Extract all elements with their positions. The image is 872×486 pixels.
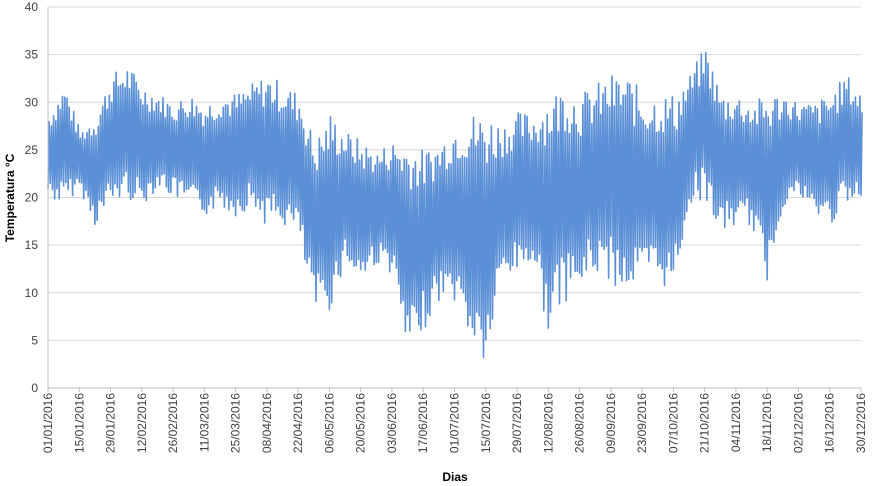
y-tick-label-35: 35 bbox=[25, 48, 39, 62]
y-tick-labels: 0 5 10 15 20 25 30 35 40 bbox=[25, 0, 39, 395]
temperature-line bbox=[47, 51, 863, 358]
y-axis-title: Temperatura °C bbox=[3, 153, 17, 242]
x-tick-label-2: 29/01/2016 bbox=[104, 393, 118, 453]
axes bbox=[47, 7, 862, 392]
x-tick-label-19: 23/09/2016 bbox=[635, 393, 649, 453]
x-tick-label-20: 07/10/2016 bbox=[666, 393, 680, 453]
y-tick-label-40: 40 bbox=[25, 0, 39, 14]
x-tick-label-13: 01/07/2016 bbox=[448, 393, 462, 453]
x-tick-label-24: 02/12/2016 bbox=[791, 393, 805, 453]
x-tick-label-5: 11/03/2016 bbox=[197, 393, 211, 452]
x-tick-label-11: 03/06/2016 bbox=[385, 393, 399, 453]
x-tick-label-6: 25/03/2016 bbox=[229, 393, 243, 453]
x-tick-label-18: 09/09/2016 bbox=[604, 393, 618, 453]
x-tick-label-12: 17/06/2016 bbox=[416, 393, 430, 453]
x-tick-label-17: 26/08/2016 bbox=[573, 393, 587, 453]
x-tick-label-14: 15/07/2016 bbox=[479, 393, 493, 453]
y-tick-label-0: 0 bbox=[31, 381, 38, 395]
x-tick-label-21: 21/10/2016 bbox=[698, 393, 712, 453]
x-tick-labels: 01/01/2016 15/01/2016 29/01/2016 12/02/2016… bbox=[41, 393, 868, 453]
x-tick-label-25: 16/12/2016 bbox=[823, 393, 837, 453]
x-tick-label-8: 22/04/2016 bbox=[291, 393, 305, 453]
y-tick-label-5: 5 bbox=[31, 333, 38, 347]
x-axis-title: Dias bbox=[442, 470, 468, 484]
x-tick-label-0: 01/01/2016 bbox=[41, 393, 55, 453]
x-tick-label-4: 26/02/2016 bbox=[166, 393, 180, 453]
x-tick-label-22: 04/11/2016 bbox=[729, 393, 743, 452]
x-tick-label-26: 30/12/2016 bbox=[854, 393, 868, 453]
x-tick-label-7: 08/04/2016 bbox=[260, 393, 274, 453]
y-tick-label-15: 15 bbox=[25, 238, 39, 252]
y-tick-label-10: 10 bbox=[25, 286, 39, 300]
x-tick-label-15: 29/07/2016 bbox=[510, 393, 524, 453]
x-tick-label-9: 06/05/2016 bbox=[322, 393, 336, 453]
y-tick-label-30: 30 bbox=[25, 95, 39, 109]
x-tick-label-3: 12/02/2016 bbox=[135, 393, 149, 453]
x-tick-label-1: 15/01/2016 bbox=[72, 393, 86, 453]
y-tick-label-25: 25 bbox=[25, 143, 39, 157]
y-tick-label-20: 20 bbox=[25, 191, 39, 205]
x-tick-label-16: 12/08/2016 bbox=[541, 393, 555, 453]
x-tick-label-10: 20/05/2016 bbox=[354, 393, 368, 453]
temperature-series bbox=[47, 51, 863, 358]
x-tick-label-23: 18/11/2016 bbox=[760, 393, 774, 452]
